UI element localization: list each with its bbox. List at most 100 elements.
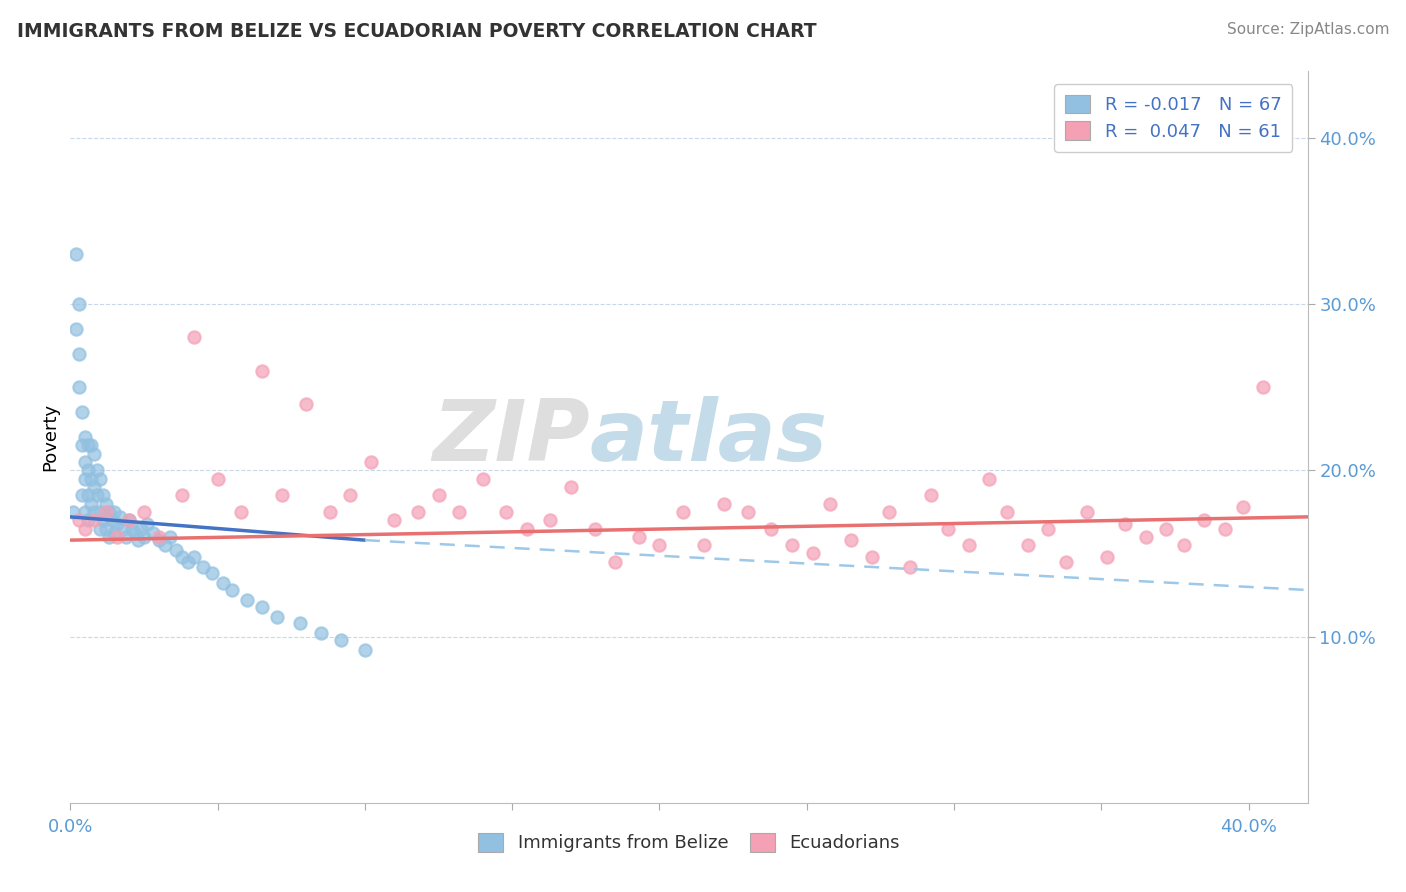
Point <box>212 576 235 591</box>
Point <box>406 505 429 519</box>
Point <box>1232 500 1254 514</box>
Point <box>183 549 205 564</box>
Point <box>295 397 318 411</box>
Point <box>266 609 288 624</box>
Point <box>339 488 361 502</box>
Text: Source: ZipAtlas.com: Source: ZipAtlas.com <box>1226 22 1389 37</box>
Point <box>250 599 273 614</box>
Point <box>231 505 253 519</box>
Point <box>318 505 340 519</box>
Point <box>124 526 146 541</box>
Point <box>898 559 921 574</box>
Point <box>65 247 87 261</box>
Point <box>67 297 90 311</box>
Point <box>692 538 714 552</box>
Point <box>127 533 149 548</box>
Point <box>91 513 114 527</box>
Point <box>1017 538 1039 552</box>
Point <box>877 505 900 519</box>
Point <box>236 593 259 607</box>
Point <box>201 566 224 581</box>
Point <box>271 488 294 502</box>
Point <box>780 538 803 552</box>
Point <box>761 521 783 535</box>
Point <box>65 322 87 336</box>
Point <box>860 549 883 564</box>
Point <box>94 497 117 511</box>
Point <box>89 521 111 535</box>
Point <box>360 455 382 469</box>
Point <box>583 521 606 535</box>
Point <box>62 505 84 519</box>
Point <box>801 546 824 560</box>
Point <box>115 530 138 544</box>
Point <box>221 582 243 597</box>
Point <box>103 505 125 519</box>
Point <box>153 538 176 552</box>
Point <box>129 521 152 535</box>
Point <box>713 497 735 511</box>
Point <box>957 538 980 552</box>
Point <box>1253 380 1275 394</box>
Point <box>820 497 842 511</box>
Point <box>70 488 93 502</box>
Point <box>1173 538 1195 552</box>
Text: ZIP: ZIP <box>432 395 591 479</box>
Text: atlas: atlas <box>591 395 828 479</box>
Point <box>1076 505 1098 519</box>
Point <box>540 513 562 527</box>
Point <box>936 521 959 535</box>
Point <box>148 533 170 548</box>
Point <box>191 559 214 574</box>
Point <box>172 549 194 564</box>
Point <box>107 516 129 531</box>
Point <box>148 530 170 544</box>
Point <box>250 363 273 377</box>
Point <box>121 521 143 535</box>
Point <box>427 488 450 502</box>
Point <box>73 455 96 469</box>
Point <box>627 530 650 544</box>
Point <box>1213 521 1236 535</box>
Point <box>177 555 200 569</box>
Point <box>67 380 90 394</box>
Point <box>839 533 862 548</box>
Point <box>97 505 120 519</box>
Point <box>471 472 494 486</box>
Point <box>132 530 155 544</box>
Point <box>165 543 187 558</box>
Point <box>737 505 759 519</box>
Point <box>67 513 90 527</box>
Point <box>920 488 942 502</box>
Point <box>648 538 671 552</box>
Point <box>77 438 100 452</box>
Point <box>77 488 100 502</box>
Point <box>1194 513 1216 527</box>
Point <box>207 472 229 486</box>
Point <box>1154 521 1177 535</box>
Point <box>449 505 471 519</box>
Point <box>132 505 155 519</box>
Point <box>330 632 353 647</box>
Point <box>83 513 105 527</box>
Point <box>80 472 103 486</box>
Point <box>979 472 1001 486</box>
Legend: Immigrants from Belize, Ecuadorians: Immigrants from Belize, Ecuadorians <box>471 826 907 860</box>
Point <box>73 521 96 535</box>
Point <box>107 530 129 544</box>
Point <box>309 626 332 640</box>
Text: IMMIGRANTS FROM BELIZE VS ECUADORIAN POVERTY CORRELATION CHART: IMMIGRANTS FROM BELIZE VS ECUADORIAN POV… <box>17 22 817 41</box>
Point <box>560 480 582 494</box>
Point <box>382 513 405 527</box>
Point <box>100 513 122 527</box>
Point <box>1054 555 1077 569</box>
Point <box>1038 521 1060 535</box>
Point <box>288 616 311 631</box>
Point <box>112 521 135 535</box>
Point <box>159 530 181 544</box>
Point <box>70 405 93 419</box>
Point <box>183 330 205 344</box>
Point <box>1114 516 1136 531</box>
Point <box>1135 530 1157 544</box>
Point <box>672 505 695 519</box>
